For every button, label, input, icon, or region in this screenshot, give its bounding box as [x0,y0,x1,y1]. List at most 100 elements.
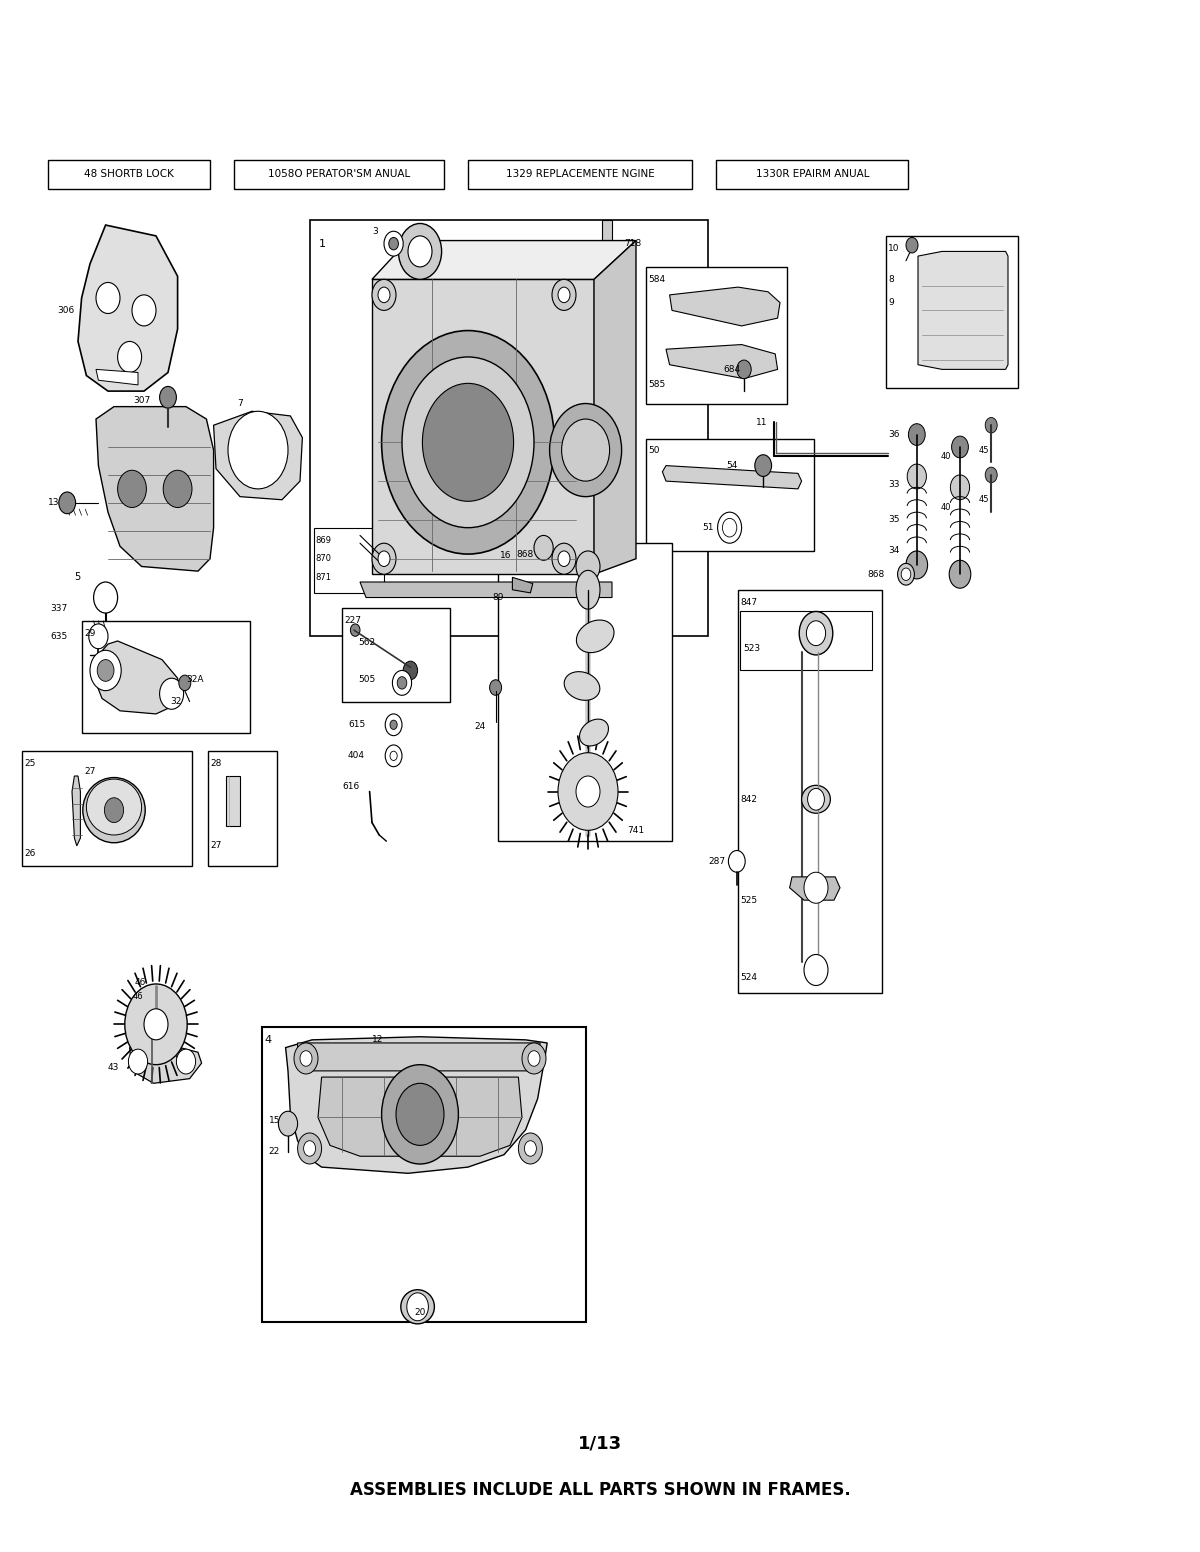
Text: 27: 27 [210,841,221,850]
Text: 4: 4 [264,1035,271,1044]
Circle shape [278,1111,298,1136]
Bar [740,611,872,670]
Polygon shape [96,641,180,714]
Circle shape [228,411,288,489]
Circle shape [722,518,737,537]
Text: 46: 46 [133,992,143,1001]
Text: 1/13: 1/13 [578,1434,622,1453]
Circle shape [985,467,997,483]
Polygon shape [594,241,636,574]
Text: 741: 741 [628,826,644,835]
Circle shape [90,650,121,691]
Text: 404: 404 [348,751,365,760]
Circle shape [552,543,576,574]
Circle shape [808,788,824,810]
Circle shape [390,720,397,729]
Bar [716,160,908,189]
Circle shape [906,237,918,253]
Ellipse shape [576,571,600,608]
Bar [646,439,814,551]
Polygon shape [372,279,594,574]
Circle shape [294,1043,318,1074]
Polygon shape [78,225,178,391]
Circle shape [97,660,114,681]
Text: 306: 306 [58,306,74,315]
Circle shape [534,535,553,560]
Circle shape [160,386,176,408]
Circle shape [389,237,398,250]
Polygon shape [130,1043,202,1083]
Text: 9: 9 [888,298,894,307]
Circle shape [558,551,570,566]
Circle shape [304,1141,316,1156]
Circle shape [118,470,146,508]
Text: 870: 870 [316,554,331,563]
Text: 34: 34 [888,546,900,556]
Ellipse shape [580,719,608,747]
Bar [48,160,210,189]
Circle shape [908,424,925,445]
Circle shape [385,714,402,736]
Circle shape [104,798,124,823]
Circle shape [576,776,600,807]
Text: 287: 287 [708,857,725,866]
Text: 307: 307 [133,396,150,405]
Circle shape [94,582,118,613]
Text: 20: 20 [414,1308,426,1318]
Circle shape [385,745,402,767]
Text: 871: 871 [316,573,331,582]
Circle shape [398,223,442,279]
Circle shape [300,1051,312,1066]
Text: 24: 24 [474,722,485,731]
Circle shape [378,287,390,303]
Circle shape [562,419,610,481]
Text: 28: 28 [210,759,221,768]
Polygon shape [662,466,802,489]
Circle shape [125,984,187,1065]
Text: 1329 REPLACEMENTE NGINE: 1329 REPLACEMENTE NGINE [506,169,654,178]
Polygon shape [670,287,780,326]
Text: 50: 50 [648,445,660,455]
Text: 562: 562 [359,638,376,647]
Text: 1058O PERATOR'SM ANUAL: 1058O PERATOR'SM ANUAL [268,169,410,178]
Text: 847: 847 [740,598,757,607]
Text: 13: 13 [48,498,60,508]
Text: 12: 12 [372,1035,383,1044]
Circle shape [89,624,108,649]
Circle shape [160,678,184,709]
Circle shape [799,611,833,655]
Polygon shape [214,411,302,500]
Circle shape [128,1049,148,1074]
Ellipse shape [802,785,830,813]
Polygon shape [372,241,636,279]
Text: 523: 523 [743,644,760,653]
Circle shape [558,753,618,830]
Ellipse shape [564,672,600,700]
Circle shape [906,551,928,579]
Text: 684: 684 [724,365,740,374]
Text: 22: 22 [269,1147,280,1156]
Text: 54: 54 [726,461,738,470]
Text: 868: 868 [516,549,533,559]
Text: 616: 616 [342,782,359,792]
Bar [738,590,882,993]
Circle shape [372,279,396,310]
Bar [262,1027,586,1322]
Text: 505: 505 [359,675,376,684]
Circle shape [558,287,570,303]
Polygon shape [286,1037,547,1173]
Circle shape [298,1133,322,1164]
Circle shape [372,543,396,574]
Text: 51: 51 [702,523,714,532]
Bar [646,267,787,404]
Bar [314,528,384,593]
Circle shape [985,417,997,433]
Circle shape [901,568,911,580]
Circle shape [518,1133,542,1164]
Text: 43: 43 [108,1063,119,1072]
Bar [342,608,450,702]
Circle shape [898,563,914,585]
Bar [602,220,612,255]
Text: 36: 36 [888,430,900,439]
Polygon shape [96,369,138,385]
